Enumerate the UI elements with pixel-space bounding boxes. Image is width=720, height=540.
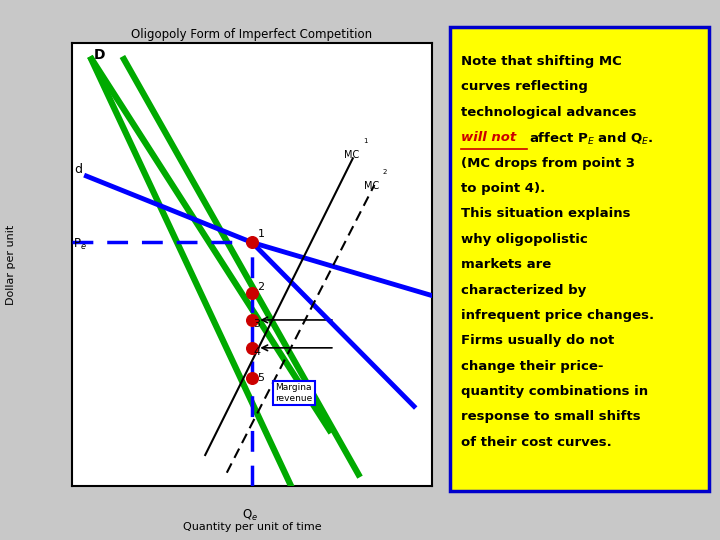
Point — [246, 315, 258, 324]
Text: 1: 1 — [363, 138, 367, 144]
Text: 2: 2 — [383, 169, 387, 175]
Point — [246, 238, 258, 247]
Text: Note that shifting MC: Note that shifting MC — [461, 55, 621, 68]
Text: Q$_e$: Q$_e$ — [242, 508, 258, 523]
Text: MC: MC — [344, 150, 359, 160]
Text: curves reflecting: curves reflecting — [461, 80, 588, 93]
Text: P$_e$: P$_e$ — [73, 237, 87, 252]
Text: Firms usually do not: Firms usually do not — [461, 334, 614, 347]
Text: quantity combinations in: quantity combinations in — [461, 385, 648, 398]
Title: Oligopoly Form of Imperfect Competition: Oligopoly Form of Imperfect Competition — [132, 28, 372, 40]
Text: to point 4).: to point 4). — [461, 182, 545, 195]
Text: of their cost curves.: of their cost curves. — [461, 436, 611, 449]
Text: response to small shifts: response to small shifts — [461, 410, 640, 423]
Text: Dollar per unit: Dollar per unit — [6, 225, 16, 305]
Point — [246, 373, 258, 382]
Point — [246, 343, 258, 352]
Text: 2: 2 — [258, 282, 264, 292]
Text: This situation explains: This situation explains — [461, 207, 630, 220]
Text: Margina
revenue: Margina revenue — [275, 383, 312, 403]
Text: (MC drops from point 3: (MC drops from point 3 — [461, 157, 635, 170]
Text: 3: 3 — [253, 320, 261, 329]
Text: why oligopolistic: why oligopolistic — [461, 233, 588, 246]
Text: affect P$_E$ and Q$_E$.: affect P$_E$ and Q$_E$. — [529, 131, 654, 147]
Text: 5: 5 — [258, 373, 264, 383]
Text: markets are: markets are — [461, 258, 551, 271]
Text: technological advances: technological advances — [461, 106, 636, 119]
Text: D: D — [94, 48, 105, 62]
Text: 4: 4 — [253, 347, 261, 357]
Text: d: d — [73, 163, 82, 176]
Text: infrequent price changes.: infrequent price changes. — [461, 309, 654, 322]
Text: Quantity per unit of time: Quantity per unit of time — [183, 522, 321, 532]
Text: will not: will not — [461, 131, 516, 144]
Text: MC: MC — [364, 181, 379, 191]
Point — [246, 289, 258, 298]
Text: characterized by: characterized by — [461, 284, 586, 296]
Text: change their price-: change their price- — [461, 360, 603, 373]
Text: 1: 1 — [258, 229, 264, 239]
